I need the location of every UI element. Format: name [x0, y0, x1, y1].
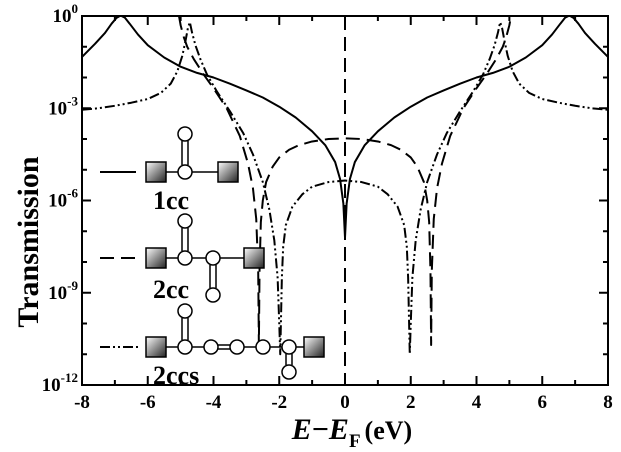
- y-tick-label-1: 10-3: [48, 93, 78, 119]
- x-axis-title-unit: (eV): [365, 416, 413, 445]
- series-line-2ccs: [81, 21, 609, 356]
- molecule-2ccs-icon: [145, 303, 325, 380]
- legend-label-2ccs: 2ccs: [153, 361, 199, 390]
- y-tick-label-3: 10-9: [48, 278, 78, 304]
- tick-layer: [81, 15, 609, 386]
- y-tick-label-2: 10-6: [48, 186, 78, 212]
- series-line-2cc: [177, 15, 513, 347]
- x-axis-title-minus: −: [312, 413, 329, 446]
- legend-entry-1cc: 1cc: [100, 126, 239, 215]
- molecule-1cc-icon: [145, 126, 239, 183]
- molecule-2cc-icon: [145, 213, 265, 303]
- x-tick-label-2: -4: [206, 392, 222, 413]
- legend-label-1cc: 1cc: [153, 186, 189, 215]
- x-tick-label-0: -8: [74, 392, 90, 413]
- x-tick-label-4: 0: [340, 392, 350, 413]
- legend-entry-2cc: 2cc: [100, 213, 265, 304]
- x-tick-label-7: 6: [538, 392, 548, 413]
- x-tick-label-5: 2: [406, 392, 416, 413]
- legend-entry-2ccs: 2ccs: [100, 303, 325, 390]
- x-tick-label-8: 8: [603, 392, 613, 413]
- x-tick-label-3: -2: [271, 392, 287, 413]
- legend-label-2cc: 2cc: [153, 275, 189, 304]
- y-axis-title: Transmission: [12, 156, 45, 327]
- legend: 1cc 2cc: [100, 126, 325, 390]
- x-tick-label-1: -6: [140, 392, 156, 413]
- x-axis-title-subscript: F: [349, 431, 361, 452]
- x-axis-title-e: E: [291, 413, 312, 446]
- y-tick-label-0: 100: [53, 1, 79, 27]
- tick-label-layer: -8 -6 -4 -2 0 2 4 6 8 100 10-3 10-6 10-9 10-12: [42, 1, 613, 413]
- y-tick-label-4: 10-12: [42, 370, 78, 396]
- x-axis-title: E−EF (eV): [291, 413, 412, 452]
- x-tick-label-6: 4: [472, 392, 482, 413]
- x-axis-title-e2: E: [328, 413, 349, 446]
